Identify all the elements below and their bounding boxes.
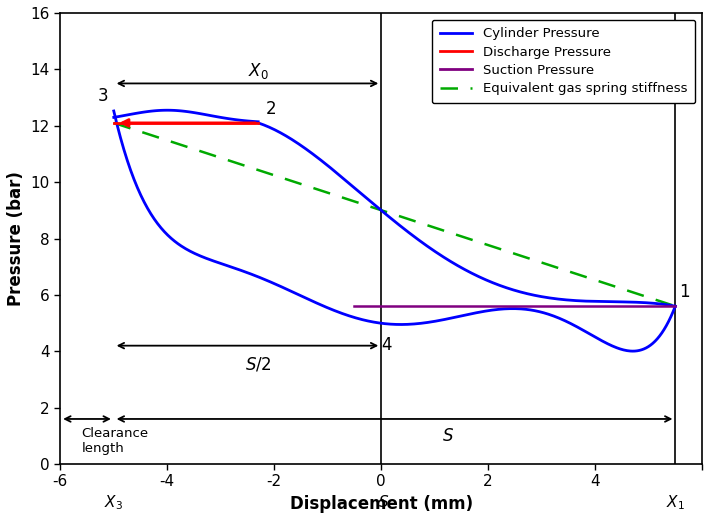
Y-axis label: Pressure (bar): Pressure (bar) xyxy=(7,171,25,306)
Text: $S$: $S$ xyxy=(378,493,389,510)
Text: $X_0$: $X_0$ xyxy=(248,61,269,81)
Text: Clearance
length: Clearance length xyxy=(82,427,149,456)
Text: 1: 1 xyxy=(680,283,691,301)
Legend: Cylinder Pressure, Discharge Pressure, Suction Pressure, Equivalent gas spring s: Cylinder Pressure, Discharge Pressure, S… xyxy=(432,20,696,103)
Text: $S$: $S$ xyxy=(442,427,454,446)
Text: $X_1$: $X_1$ xyxy=(666,493,685,512)
Text: 3: 3 xyxy=(98,87,108,105)
Text: $X_3$: $X_3$ xyxy=(104,493,123,512)
Text: 4: 4 xyxy=(381,336,392,354)
Text: $S/2$: $S/2$ xyxy=(245,356,272,373)
X-axis label: Displacement (mm): Displacement (mm) xyxy=(289,495,473,513)
Text: 2: 2 xyxy=(266,100,277,118)
